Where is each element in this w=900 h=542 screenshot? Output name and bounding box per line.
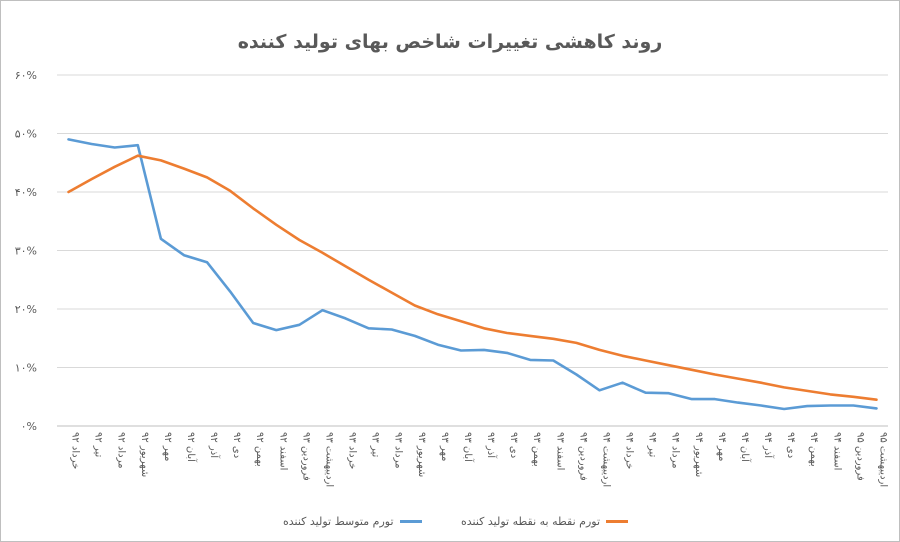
x-tick-label: مرداد ۹۲ <box>116 432 127 469</box>
x-tick-label: اردیبهشت ۹۳ <box>323 432 334 487</box>
x-tick-label: اسفند ۹۴ <box>831 432 842 470</box>
x-tick-label: بهمن ۹۲ <box>254 432 265 467</box>
x-tick-label: اسفند ۹۲ <box>277 432 288 470</box>
x-tick-label: تیر ۹۴ <box>647 432 658 457</box>
legend-label-point-to-point: تورم نقطه به نقطه تولید کننده <box>461 515 601 528</box>
y-tick-label: ۵۰% <box>15 128 37 141</box>
x-tick-label: اسفند ۹۳ <box>554 432 565 470</box>
legend-label-average: تورم متوسط تولید کننده <box>283 515 394 528</box>
x-tick-label: شهریور ۹۲ <box>139 432 150 477</box>
x-tick-label: اردیبهشت ۹۵ <box>877 432 888 487</box>
x-tick-label: دی ۹۴ <box>785 432 796 458</box>
x-tick-label: آذر ۹۴ <box>762 432 775 459</box>
x-tick-label: آذر ۹۲ <box>208 432 221 459</box>
legend-swatch-blue <box>399 520 422 523</box>
x-tick-label: تیر ۹۳ <box>370 432 381 457</box>
x-tick-label: خرداد ۹۳ <box>347 432 358 469</box>
y-tick-label: ۲۰% <box>15 303 37 316</box>
x-tick-label: آبان ۹۲ <box>185 432 198 463</box>
legend: تورم نقطه به نقطه تولید کننده تورم متوسط… <box>1 515 899 533</box>
y-axis-labels: ۰% ۱۰% ۲۰% ۳۰% ۴۰% ۵۰% ۶۰% <box>15 69 37 433</box>
x-tick-label: شهریور ۹۴ <box>693 432 704 477</box>
x-tick-label: خرداد ۹۲ <box>70 432 81 469</box>
x-tick-label: فروردین ۹۳ <box>300 432 311 481</box>
legend-swatch-orange <box>606 520 629 523</box>
x-tick-label: اردیبهشت ۹۴ <box>600 432 611 487</box>
y-tick-label: ۶۰% <box>15 69 37 82</box>
y-tick-label: ۱۰% <box>15 362 37 375</box>
x-tick-label: شهریور ۹۳ <box>416 432 427 477</box>
gridlines <box>57 74 888 427</box>
y-tick-label: ۴۰% <box>15 186 37 199</box>
x-tick-label: فروردین ۹۵ <box>854 432 865 481</box>
x-tick-label: مهر ۹۳ <box>439 432 450 461</box>
series-lines <box>67 138 878 411</box>
chart-title: روند کاهشی تغییرات شاخص بهای تولید کننده <box>237 31 663 53</box>
x-tick-label: آبان ۹۳ <box>462 432 475 463</box>
x-tick-label: بهمن ۹۴ <box>808 432 819 467</box>
x-tick-label: مهر ۹۲ <box>162 432 173 461</box>
series-line-point-to-point <box>67 154 878 402</box>
x-tick-label: بهمن ۹۳ <box>531 432 542 467</box>
y-tick-label: ۳۰% <box>15 245 37 258</box>
series-line-average <box>67 138 878 411</box>
legend-item-point-to-point: تورم نقطه به نقطه تولید کننده <box>461 515 629 528</box>
y-tick-label: ۰% <box>21 420 37 433</box>
x-tick-label: فروردین ۹۴ <box>577 432 588 481</box>
x-tick-label: مهر ۹۴ <box>716 432 727 461</box>
x-tick-label: مرداد ۹۳ <box>393 432 404 469</box>
x-tick-label: دی ۹۲ <box>231 432 242 458</box>
x-tick-label: تیر ۹۲ <box>93 432 104 457</box>
x-tick-label: دی ۹۳ <box>508 432 519 458</box>
x-tick-label: آذر ۹۳ <box>485 432 498 459</box>
legend-item-average: تورم متوسط تولید کننده <box>283 515 422 528</box>
x-tick-label: خرداد ۹۴ <box>624 432 635 469</box>
x-tick-label: آبان ۹۴ <box>739 432 752 463</box>
x-tick-label: مرداد ۹۴ <box>670 432 681 469</box>
x-axis-labels: خرداد ۹۲ تیر ۹۲ مرداد ۹۲ شهریور ۹۲ مهر ۹۲ آبا… <box>70 432 889 487</box>
